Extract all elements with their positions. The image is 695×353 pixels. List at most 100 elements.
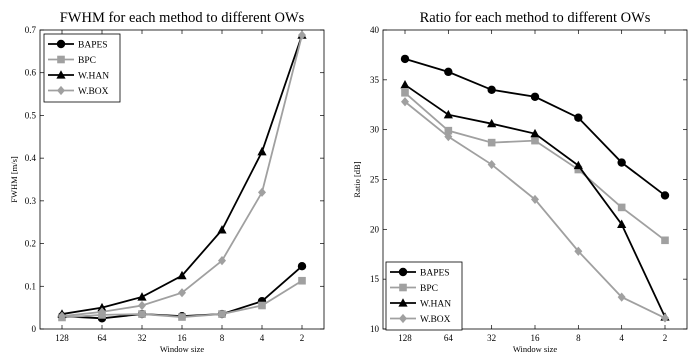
data-point xyxy=(530,128,540,138)
x-tick-label: 4 xyxy=(260,333,265,343)
legend-marker xyxy=(398,267,408,277)
data-point xyxy=(217,225,227,234)
legend-item: W.HAN xyxy=(48,70,109,82)
series-bpc xyxy=(401,88,669,245)
y-tick-label: 0.1 xyxy=(25,281,36,291)
data-point xyxy=(531,194,539,205)
y-tick-label: 10 xyxy=(370,324,380,334)
data-point xyxy=(617,203,626,212)
data-point xyxy=(617,158,626,167)
y-tick-label: 20 xyxy=(370,224,380,234)
x-axis-label: Window size xyxy=(160,344,204,353)
data-point xyxy=(401,88,409,97)
y-tick-label: 0.6 xyxy=(25,68,37,78)
chart-title: FWHM for each method to different OWs xyxy=(60,10,305,26)
y-tick-label: 0 xyxy=(32,324,37,334)
y-tick-label: 0.2 xyxy=(25,239,36,249)
data-point xyxy=(661,236,669,245)
x-tick-label: 2 xyxy=(300,333,305,343)
data-point xyxy=(138,310,146,318)
y-axis-label: Ratio [dB] xyxy=(352,161,362,197)
data-point xyxy=(574,165,583,174)
x-tick-label: 8 xyxy=(220,333,225,343)
data-point xyxy=(218,310,226,318)
data-point xyxy=(58,311,66,321)
y-tick-label: 0.4 xyxy=(25,153,37,163)
data-point xyxy=(258,187,266,197)
y-tick-label: 40 xyxy=(370,25,380,35)
data-point xyxy=(178,288,186,298)
data-point xyxy=(218,256,226,266)
x-tick-label: 32 xyxy=(138,333,147,343)
series-bapes xyxy=(400,54,670,200)
data-point xyxy=(297,262,307,271)
data-point xyxy=(401,97,409,107)
data-point xyxy=(444,126,453,135)
data-point xyxy=(660,191,670,200)
legend-marker xyxy=(399,313,407,324)
x-tick-label: 16 xyxy=(531,333,541,343)
y-tick-label: 15 xyxy=(370,274,380,284)
data-point xyxy=(298,30,306,40)
series-w-han xyxy=(400,80,670,321)
data-point xyxy=(487,85,496,95)
data-point xyxy=(531,136,539,145)
y-tick-label: 30 xyxy=(370,125,380,135)
y-axis-label: FWHM [m/s] xyxy=(9,156,19,203)
data-point xyxy=(97,302,107,312)
legend-label: BAPES xyxy=(78,41,108,51)
data-point xyxy=(257,146,267,156)
data-point xyxy=(574,246,583,256)
data-point xyxy=(617,292,626,302)
x-tick-label: 64 xyxy=(98,333,108,343)
legend-item: BAPES xyxy=(390,267,450,279)
x-axis-label: Window size xyxy=(513,344,557,353)
chart-panel-2: Ratio for each method to different OWs Wi… xyxy=(352,10,688,353)
data-point xyxy=(98,307,106,317)
data-point xyxy=(443,109,453,119)
x-tick-label: 8 xyxy=(576,333,581,343)
data-point xyxy=(487,138,496,147)
legend-item: W.BOX xyxy=(48,85,109,97)
data-point xyxy=(661,313,669,323)
legend-label: BPC xyxy=(420,284,438,294)
x-tick-label: 32 xyxy=(487,333,496,343)
data-point xyxy=(258,301,266,310)
legend-item: BPC xyxy=(48,55,96,66)
legend-marker xyxy=(56,39,66,49)
legend-marker xyxy=(57,55,65,64)
legend-label: BPC xyxy=(78,56,96,66)
x-tick-label: 2 xyxy=(663,333,668,343)
x-tick-label: 4 xyxy=(619,333,624,343)
legend-item: W.BOX xyxy=(390,313,451,325)
legend-marker xyxy=(56,70,66,79)
x-tick-label: 128 xyxy=(55,333,69,343)
data-point xyxy=(298,276,306,285)
data-point xyxy=(444,132,453,142)
legend-label: W.BOX xyxy=(78,87,109,97)
chart-panel-1: FWHM for each method to different OWs Win… xyxy=(9,10,325,353)
legend-item: W.HAN xyxy=(390,298,451,310)
legend-label: W.HAN xyxy=(78,72,109,82)
data-point xyxy=(400,54,410,64)
legend-label: W.HAN xyxy=(420,300,451,310)
data-point xyxy=(487,118,497,128)
y-tick-label: 35 xyxy=(370,75,380,85)
x-tick-label: 16 xyxy=(178,333,188,343)
legend-label: W.BOX xyxy=(420,315,451,325)
x-tick-label: 64 xyxy=(444,333,454,343)
legend-marker xyxy=(398,298,408,307)
data-point xyxy=(617,219,627,228)
data-point xyxy=(487,159,496,170)
data-point xyxy=(177,270,187,280)
legend-marker xyxy=(57,85,65,96)
data-point xyxy=(400,80,410,89)
series-w-box xyxy=(58,30,306,321)
legend-marker xyxy=(399,283,407,292)
data-point xyxy=(530,92,540,101)
legend: BAPES BPC W.HAN W.BOX xyxy=(43,33,121,103)
data-point xyxy=(138,300,146,311)
x-tick-label: 128 xyxy=(398,333,412,343)
y-tick-label: 0.5 xyxy=(25,110,37,120)
